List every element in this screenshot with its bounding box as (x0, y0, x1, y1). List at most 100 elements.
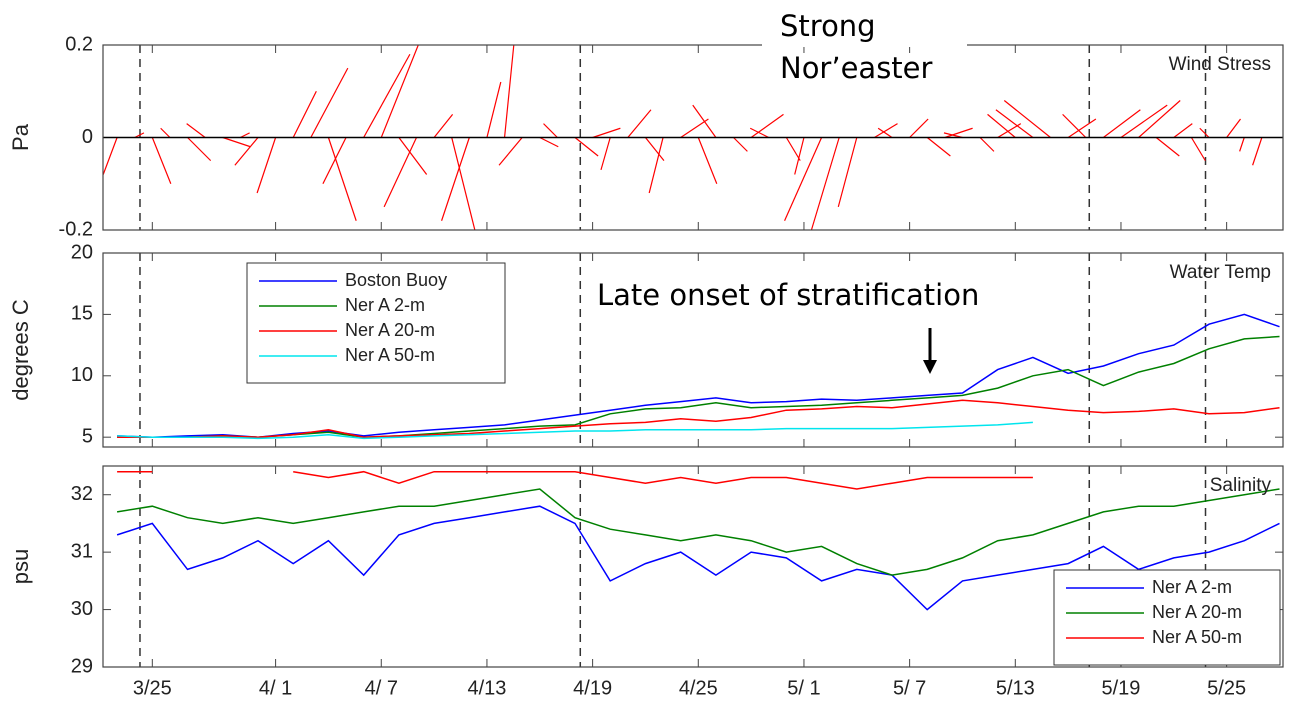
wind-stick (398, 137, 428, 175)
wind-stick (644, 137, 665, 161)
wind-stick (134, 132, 145, 139)
wind-stick (433, 114, 454, 138)
wind-stick (543, 123, 558, 138)
wind-stick (1239, 137, 1245, 152)
wind-stick (733, 137, 748, 152)
legend-label: Ner A 20-m (1152, 602, 1242, 622)
wind-stick (1226, 118, 1241, 138)
wind-stick (1067, 118, 1097, 138)
x-tick-label: 4/ 7 (365, 677, 398, 699)
legend-label: Ner A 2-m (1152, 577, 1232, 597)
wind-stick (240, 132, 250, 139)
plot-area (116, 470, 1280, 611)
series-line (117, 399, 1280, 438)
wind-stick (187, 137, 212, 162)
wind-stick (995, 109, 1034, 138)
wind-stick (503, 45, 515, 138)
arrow-head (923, 360, 937, 374)
wind-stick (810, 137, 840, 230)
wind-stick (186, 123, 206, 138)
x-tick-label: 4/19 (573, 677, 612, 699)
y-tick-label: 10 (71, 364, 93, 386)
wind-stick (1003, 100, 1051, 138)
wind-stick (680, 118, 709, 138)
panel-title: Wind Stress (1169, 54, 1271, 75)
wind-stick (327, 137, 357, 221)
wind-stick (574, 137, 599, 157)
annotation-box (762, 0, 967, 47)
wind-stick (784, 137, 823, 221)
x-tick-label: 5/ 7 (893, 677, 926, 699)
legend-label: Ner A 50-m (345, 345, 435, 365)
panel-title: Water Temp (1170, 262, 1271, 283)
wind-stick (692, 104, 717, 138)
legend-box (246, 262, 506, 384)
wind-stick (498, 137, 523, 166)
wind-stick (1155, 137, 1180, 157)
wind-stick (926, 137, 951, 157)
wind-stick (909, 118, 929, 138)
annotation: Strong (780, 9, 876, 43)
wind-stick (697, 137, 718, 184)
axes-frame (102, 252, 1284, 448)
y-tick-label: -0.2 (59, 218, 93, 240)
wind-stick (103, 137, 118, 175)
plot-area (117, 313, 1280, 440)
wind-stick (151, 137, 172, 184)
annotation: Late onset of stratification (597, 278, 979, 312)
wind-stick (749, 127, 769, 139)
x-tick-label: 5/13 (996, 677, 1035, 699)
y-tick-label: 0.2 (65, 33, 93, 55)
series-line (117, 335, 1280, 438)
y-axis-label: psu (8, 549, 33, 584)
x-tick-label: 4/ 1 (259, 677, 292, 699)
wind-stick (160, 127, 171, 138)
wind-stick (486, 81, 502, 138)
wind-stick (380, 45, 419, 138)
x-tick-label: 5/19 (1102, 677, 1141, 699)
wind-stick (877, 127, 893, 138)
wind-stick (592, 127, 621, 139)
wind-stick (1173, 123, 1193, 138)
x-tick-label: 4/13 (467, 677, 506, 699)
wind-stick (234, 137, 259, 166)
wind-stick (1120, 104, 1168, 138)
wind-stick (363, 53, 411, 138)
wind-stick (322, 137, 347, 185)
y-axis-label: degrees C (8, 299, 33, 401)
plots: -0.2 0 0.2 Pa Wind Stress 5 10 15 20 degrees C Bos… (8, 33, 1284, 699)
wind-stick (794, 137, 805, 175)
wind-stick (944, 127, 973, 139)
x-tick-label: 5/ 1 (787, 677, 820, 699)
wind-stick (539, 136, 559, 148)
wind-stick (750, 113, 784, 138)
wind-stick (441, 137, 470, 221)
wind-stick (600, 137, 611, 171)
axes-frame (102, 465, 1284, 668)
x-tick-label: 4/25 (679, 677, 718, 699)
annotation: Nor’easter (780, 51, 933, 85)
wind-stick (987, 113, 1016, 138)
legend-label: Ner A 2-m (345, 295, 425, 315)
wind-stick (1102, 109, 1141, 138)
wind-stick (310, 67, 349, 138)
wind-stick (256, 137, 277, 194)
x-tick-label: 3/25 (133, 677, 172, 699)
y-tick-label: 31 (71, 540, 93, 562)
wind-stick (1199, 127, 1210, 138)
wind-stick (383, 137, 418, 208)
legend-label: Ner A 50-m (1152, 627, 1242, 647)
y-tick-label: 5 (82, 425, 93, 447)
wind-stick (451, 137, 476, 230)
panel-title: Salinity (1210, 475, 1272, 496)
y-tick-label: 30 (71, 598, 93, 620)
wind-stick (648, 137, 664, 194)
y-tick-label: 29 (71, 655, 93, 677)
legend-label: Ner A 20-m (345, 320, 435, 340)
series-line (116, 488, 1280, 576)
series-line (116, 505, 1280, 611)
legend-label: Boston Buoy (345, 270, 447, 290)
y-tick-label: 0 (82, 126, 93, 148)
axes-frame (102, 44, 1284, 231)
